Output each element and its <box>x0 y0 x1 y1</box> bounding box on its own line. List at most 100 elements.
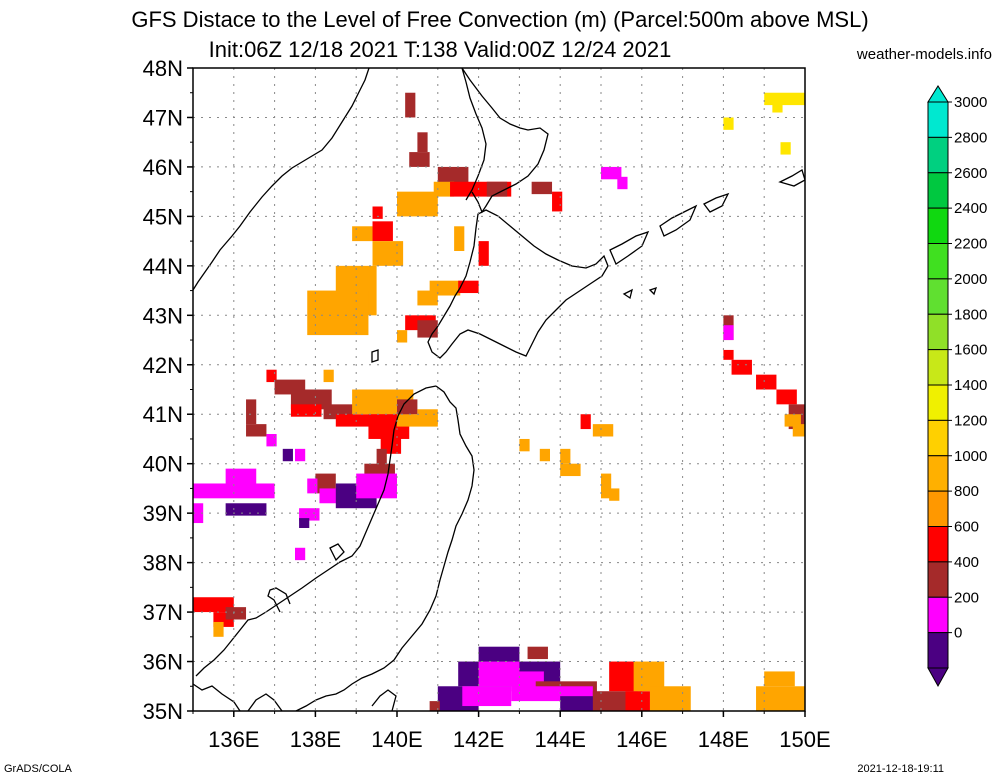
longitude-axis: 136E 138E 140E 142E 144E 146E 148E 150E <box>192 711 831 752</box>
convection-cell <box>405 92 416 118</box>
convection-cell <box>372 221 393 242</box>
lon-label: 138E <box>290 727 341 752</box>
lon-label: 146E <box>616 727 667 752</box>
lat-label: 36N <box>143 650 183 675</box>
convection-cell <box>246 399 257 425</box>
colorbar-segment <box>927 561 949 598</box>
convection-cell <box>397 191 438 217</box>
convection-cell <box>352 226 373 242</box>
convection-cell <box>295 547 306 561</box>
lat-label: 43N <box>143 303 183 328</box>
convection-cell <box>723 325 734 341</box>
convection-cell <box>527 646 548 660</box>
lat-label: 37N <box>143 600 183 625</box>
lon-label: 150E <box>779 727 830 752</box>
convection-cell <box>246 424 267 437</box>
convection-cell <box>519 438 530 452</box>
convection-cell <box>731 359 752 375</box>
colorbar-label: 400 <box>954 554 979 571</box>
colorbar-label: 2000 <box>954 271 987 288</box>
convection-cell <box>764 92 805 106</box>
convection-cell <box>417 132 428 153</box>
colorbar-label: 1400 <box>954 377 987 394</box>
colorbar-label: 1800 <box>954 306 987 323</box>
colorbar-segment <box>927 419 949 457</box>
convection-cell <box>454 226 465 252</box>
convection-cell <box>290 389 332 410</box>
convection-cell <box>225 468 257 489</box>
lat-label: 35N <box>143 699 183 724</box>
lat-label: 47N <box>143 105 183 130</box>
convection-cell <box>225 503 267 516</box>
lat-label: 45N <box>143 204 183 229</box>
colorbar-label: 2200 <box>954 236 987 253</box>
convection-cell <box>266 434 277 447</box>
colorbar-segment <box>927 349 949 386</box>
colorbar-segment <box>927 526 949 563</box>
convection-cell <box>397 330 408 343</box>
colorbar-segment <box>927 136 949 174</box>
convection-cell <box>307 290 369 336</box>
convection-cell <box>601 473 612 499</box>
convection-cell <box>592 424 614 437</box>
convection-field <box>193 92 805 711</box>
colorbar-segment <box>927 207 949 244</box>
colorbar-label: 1200 <box>954 412 987 429</box>
convection-cell <box>764 671 795 687</box>
convection-cell <box>433 181 455 197</box>
lon-label: 142E <box>453 727 504 752</box>
convection-cell <box>776 389 797 405</box>
convection-cell <box>307 478 318 494</box>
colorbar-segment <box>927 313 949 351</box>
convection-cell <box>409 152 430 167</box>
lon-label: 144E <box>535 727 586 752</box>
colorbar-segment <box>927 243 949 280</box>
graticule <box>193 68 805 711</box>
convection-cell <box>531 181 553 195</box>
lat-label: 44N <box>143 254 183 279</box>
lat-label: 48N <box>143 56 183 81</box>
convection-cell <box>478 241 489 266</box>
colorbar-label: 3000 <box>954 94 987 111</box>
coastlines <box>193 68 805 711</box>
lat-label: 42N <box>143 353 183 378</box>
colorbar-label: 1000 <box>954 448 987 465</box>
colorbar-segment <box>927 490 949 527</box>
site-credit: weather-models.info <box>856 46 992 63</box>
convection-cell <box>478 646 520 662</box>
convection-cell <box>380 429 402 454</box>
convection-cell <box>417 320 438 338</box>
title-line-1: GFS Distace to the Level of Free Convect… <box>131 7 869 32</box>
convection-cell <box>372 206 383 219</box>
convection-cell <box>723 349 734 360</box>
convection-cell <box>609 661 638 692</box>
convection-cell <box>552 191 563 212</box>
colorbar-label: 2800 <box>954 129 987 146</box>
colorbar-label: 2400 <box>954 200 987 217</box>
lon-label: 140E <box>371 727 422 752</box>
lat-label: 39N <box>143 501 183 526</box>
convection-cell <box>756 374 777 390</box>
convection-cell <box>356 473 397 499</box>
colorbar-segment <box>927 172 949 209</box>
convection-cell <box>609 488 620 501</box>
colorbar-segment <box>927 632 949 669</box>
lon-label: 136E <box>208 727 259 752</box>
convection-cell <box>193 503 204 524</box>
colorbar-segment <box>927 384 949 421</box>
convection-cell <box>601 166 622 180</box>
colorbar-segment <box>927 278 949 315</box>
convection-cell <box>723 117 734 130</box>
colorbar-label: 0 <box>954 625 962 642</box>
convection-cell <box>266 369 277 383</box>
convection-cell <box>376 448 387 474</box>
colorbar-segment <box>927 101 949 138</box>
colorbar-label: 200 <box>954 589 979 606</box>
colorbar-segment <box>927 596 949 634</box>
convection-cell <box>299 518 310 528</box>
title-line-2: Init:06Z 12/18 2021 T:138 Valid:00Z 12/2… <box>208 37 672 62</box>
footer-timestamp: 2021-12-18-19:11 <box>857 763 944 775</box>
convection-cell <box>225 607 247 620</box>
convection-cell <box>780 142 791 155</box>
